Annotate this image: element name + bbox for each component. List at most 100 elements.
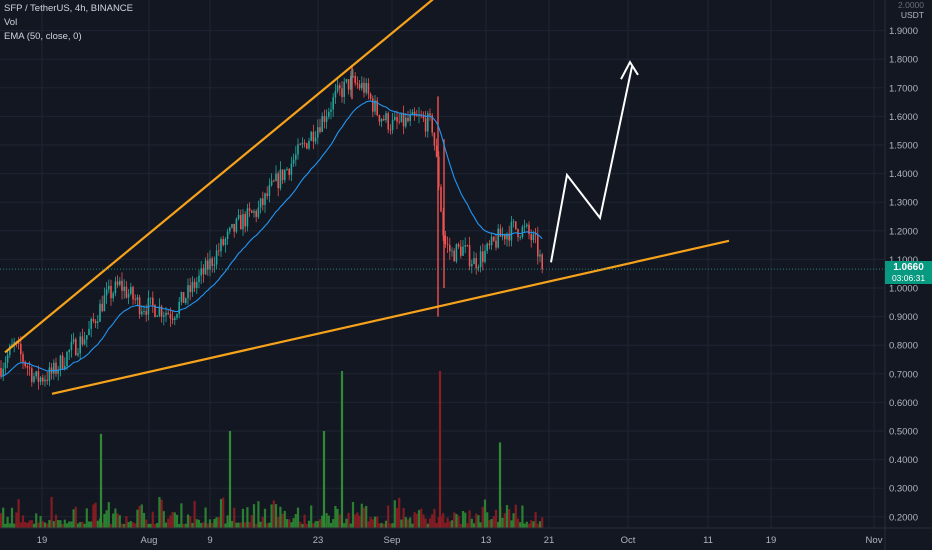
projection-path[interactable] xyxy=(550,66,633,263)
candle-body xyxy=(462,246,464,256)
volume-bar xyxy=(371,519,374,529)
candle-body xyxy=(325,116,328,122)
volume-bar xyxy=(486,512,489,529)
volume-bar xyxy=(140,504,143,529)
volume-bar xyxy=(442,513,445,529)
candle-body xyxy=(345,79,348,82)
candle-body xyxy=(207,260,209,270)
candle-body xyxy=(6,354,9,363)
volume-bar xyxy=(376,516,379,529)
volume-bar xyxy=(48,520,51,529)
volume-bar xyxy=(523,523,526,529)
candle-body xyxy=(200,268,202,276)
lower-trendline[interactable] xyxy=(51,239,730,395)
volume-bar xyxy=(501,517,504,529)
volume-bar xyxy=(19,522,22,529)
candle-body xyxy=(198,275,200,282)
volume-bar xyxy=(85,508,88,529)
volume-bar xyxy=(400,519,403,529)
volume-bar xyxy=(395,507,399,529)
candle-body xyxy=(220,239,222,252)
volume-bar xyxy=(477,515,480,529)
candle-body xyxy=(539,254,541,257)
volume-bar xyxy=(30,520,33,529)
volume-spike xyxy=(498,442,502,529)
price-tick-label: 1.3000 xyxy=(889,198,918,209)
price-tick-label: 1.7000 xyxy=(889,83,918,94)
upper-trendline[interactable] xyxy=(4,0,447,354)
price-axis[interactable]: 1.9000 1.8000 1.7000 1.6000 1.5000 1.4000 1.30… xyxy=(884,0,918,550)
candle-body xyxy=(121,280,123,291)
candle-body xyxy=(433,132,436,146)
candle-body xyxy=(176,314,178,318)
ema-line xyxy=(0,100,543,378)
candle-body xyxy=(530,234,532,241)
volume-bar xyxy=(8,523,11,529)
time-tick-label: Sep xyxy=(384,535,401,546)
time-axis[interactable]: 19 Aug 9 23 Sep 13 21 Oct 11 19 Nov xyxy=(0,527,932,546)
candle-body xyxy=(154,305,156,317)
price-tick-label: 1.4000 xyxy=(889,169,918,180)
volume-bar xyxy=(332,519,335,529)
candle-body xyxy=(136,297,139,300)
volume-bar xyxy=(466,523,469,529)
symbol-title[interactable]: SFP / TetherUS, 4h, BINANCE xyxy=(4,3,134,14)
candle-body xyxy=(11,344,13,346)
projection-arrow-head[interactable] xyxy=(620,60,639,80)
volume-bar xyxy=(112,513,115,529)
volume-bar xyxy=(431,514,434,529)
candle-body xyxy=(72,339,75,342)
candle-body xyxy=(528,224,530,235)
volume-spike xyxy=(438,370,442,529)
volume-bar xyxy=(90,521,93,529)
volume-bar xyxy=(147,523,150,529)
volume-bar xyxy=(175,514,179,529)
candle-body xyxy=(299,144,301,146)
volume-bar xyxy=(274,504,278,529)
volume-bar xyxy=(226,515,229,529)
candle-body xyxy=(174,317,176,320)
candle-body xyxy=(361,82,363,89)
last-price-tag: 1.0660 03:06:31 xyxy=(885,261,932,285)
volume-bar xyxy=(156,523,159,529)
volume-indicator-label[interactable]: Vol xyxy=(4,17,18,28)
volume-bar xyxy=(68,521,71,529)
bar-countdown: 03:06:31 xyxy=(891,273,926,284)
volume-bar xyxy=(488,519,491,529)
candle-body xyxy=(466,245,469,247)
candle-body xyxy=(534,234,537,236)
candle-body xyxy=(26,366,29,368)
drawings[interactable] xyxy=(4,0,730,395)
candle-body xyxy=(407,117,409,122)
candle-body xyxy=(66,352,68,366)
candle-body xyxy=(526,224,528,227)
candle-body xyxy=(237,215,240,219)
volume-bar xyxy=(406,519,410,529)
price-tick-label: 0.8000 xyxy=(889,341,918,352)
candle-body xyxy=(328,111,330,117)
candle-body xyxy=(28,367,31,369)
volume-bar xyxy=(109,523,113,529)
volume-bar xyxy=(327,515,330,529)
candle-body xyxy=(515,221,517,230)
candle-body xyxy=(240,215,242,230)
volume-bar xyxy=(59,520,62,529)
candle-body xyxy=(332,97,334,110)
volume-bar xyxy=(277,516,280,529)
candle-body xyxy=(319,127,321,132)
ema-indicator-label[interactable]: EMA (50, close, 0) xyxy=(4,31,82,42)
volume-bar xyxy=(424,518,427,529)
volume-bar xyxy=(211,522,214,529)
candle-body xyxy=(358,84,361,89)
candle-body xyxy=(317,127,319,138)
volume-bar xyxy=(336,508,339,529)
candle-body xyxy=(506,233,508,240)
volume-bar xyxy=(494,509,498,529)
volume-bar xyxy=(197,519,201,529)
volume-bar xyxy=(358,515,361,529)
volume-bar xyxy=(184,523,187,529)
candle-body xyxy=(4,362,7,369)
volume-bar xyxy=(301,523,304,529)
